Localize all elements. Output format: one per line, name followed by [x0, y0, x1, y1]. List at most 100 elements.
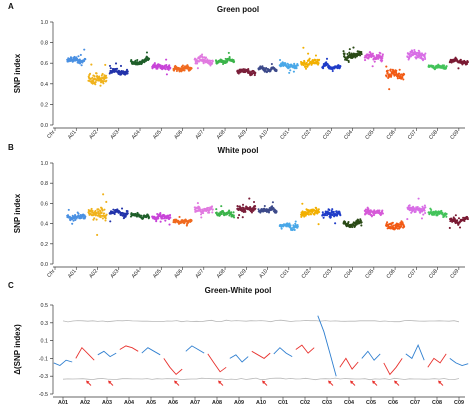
x-tick-label: A06 — [173, 129, 184, 140]
data-point — [271, 205, 274, 208]
x-tick-label: A07 — [195, 268, 206, 279]
arrow-marker — [328, 380, 334, 386]
data-point — [250, 70, 253, 73]
data-point — [98, 75, 101, 78]
data-point — [351, 226, 354, 229]
data-point — [104, 217, 107, 220]
data-point — [317, 223, 320, 226]
data-point — [91, 76, 94, 79]
data-point — [293, 228, 296, 232]
data-point — [371, 52, 374, 55]
data-point — [233, 60, 236, 63]
data-point — [325, 61, 328, 64]
series-a02 — [87, 193, 108, 237]
data-point — [308, 57, 311, 60]
data-point — [241, 210, 244, 213]
data-point — [275, 210, 278, 213]
x-tick-label: A04 — [131, 268, 142, 279]
data-point — [99, 84, 102, 87]
data-point — [77, 55, 80, 58]
data-point — [421, 205, 424, 208]
data-point — [247, 68, 250, 71]
data-point — [346, 52, 349, 56]
y-tick-label: 0.0 — [41, 262, 49, 268]
data-point — [391, 221, 394, 224]
x-tick-label: C06 — [386, 129, 397, 140]
data-point — [440, 209, 443, 213]
data-point — [345, 58, 348, 62]
series-a04 — [129, 211, 151, 220]
data-point — [263, 204, 266, 208]
x-tick-label: A01 — [67, 129, 78, 140]
data-point — [95, 79, 98, 82]
data-point — [417, 49, 420, 52]
data-point — [94, 80, 97, 84]
data-point — [381, 54, 384, 58]
data-point — [423, 56, 426, 59]
data-point — [466, 61, 469, 64]
x-tick-label: A05 — [152, 268, 163, 279]
data-point — [417, 197, 420, 200]
data-point — [367, 208, 370, 211]
x-tick-label: C07 — [407, 129, 418, 140]
data-point — [307, 213, 310, 216]
chart-title: Green pool — [217, 5, 259, 14]
data-point — [418, 51, 421, 54]
data-point — [422, 58, 425, 61]
data-point — [125, 68, 129, 71]
data-point — [411, 50, 414, 53]
data-point — [105, 79, 108, 82]
chart-title: Green-White pool — [205, 286, 272, 295]
delta-line-a02 — [75, 346, 95, 361]
data-point — [321, 211, 324, 214]
x-tick-label: C03 — [322, 400, 332, 406]
delta-line-c01 — [273, 347, 293, 357]
x-tick-label: A08 — [216, 268, 227, 279]
data-point — [355, 55, 358, 58]
delta-line-c09 — [449, 358, 469, 366]
data-point — [400, 225, 403, 228]
y-tick-label: 0.0 — [41, 123, 49, 129]
data-point — [398, 68, 401, 71]
data-point — [419, 211, 422, 214]
x-tick-label: C06 — [388, 400, 398, 406]
data-point — [209, 59, 212, 62]
data-point — [278, 59, 282, 62]
data-point — [181, 64, 184, 67]
data-point — [159, 213, 162, 216]
data-point — [414, 210, 417, 213]
data-point — [254, 207, 257, 210]
data-point — [262, 67, 266, 70]
data-point — [101, 217, 104, 220]
delta-line-c08 — [427, 353, 447, 368]
panel-label: B — [8, 143, 14, 152]
data-point — [98, 212, 101, 215]
data-point — [156, 212, 159, 216]
data-point — [101, 209, 104, 212]
data-point — [291, 228, 294, 231]
data-point — [215, 208, 218, 211]
data-point — [80, 64, 83, 67]
series-a04 — [129, 51, 151, 66]
x-tick-label: A06 — [173, 268, 184, 279]
data-point — [102, 80, 105, 83]
data-point — [104, 219, 107, 222]
data-point — [228, 209, 231, 212]
arrow-head — [438, 380, 442, 385]
data-point — [371, 65, 374, 68]
arrow-head — [328, 380, 332, 385]
y-tick-label: 0.8 — [41, 41, 49, 47]
data-point — [390, 74, 393, 77]
data-point — [116, 67, 119, 70]
x-tick-label: A05 — [152, 129, 163, 140]
data-point — [423, 204, 426, 207]
data-point — [126, 72, 129, 75]
data-point — [358, 54, 362, 57]
data-point — [314, 58, 317, 61]
data-point — [386, 69, 389, 72]
data-point — [287, 63, 290, 66]
data-point — [145, 51, 149, 54]
x-tick-label: A01 — [58, 400, 68, 406]
data-point — [208, 211, 211, 214]
delta-line-a04 — [119, 345, 139, 352]
